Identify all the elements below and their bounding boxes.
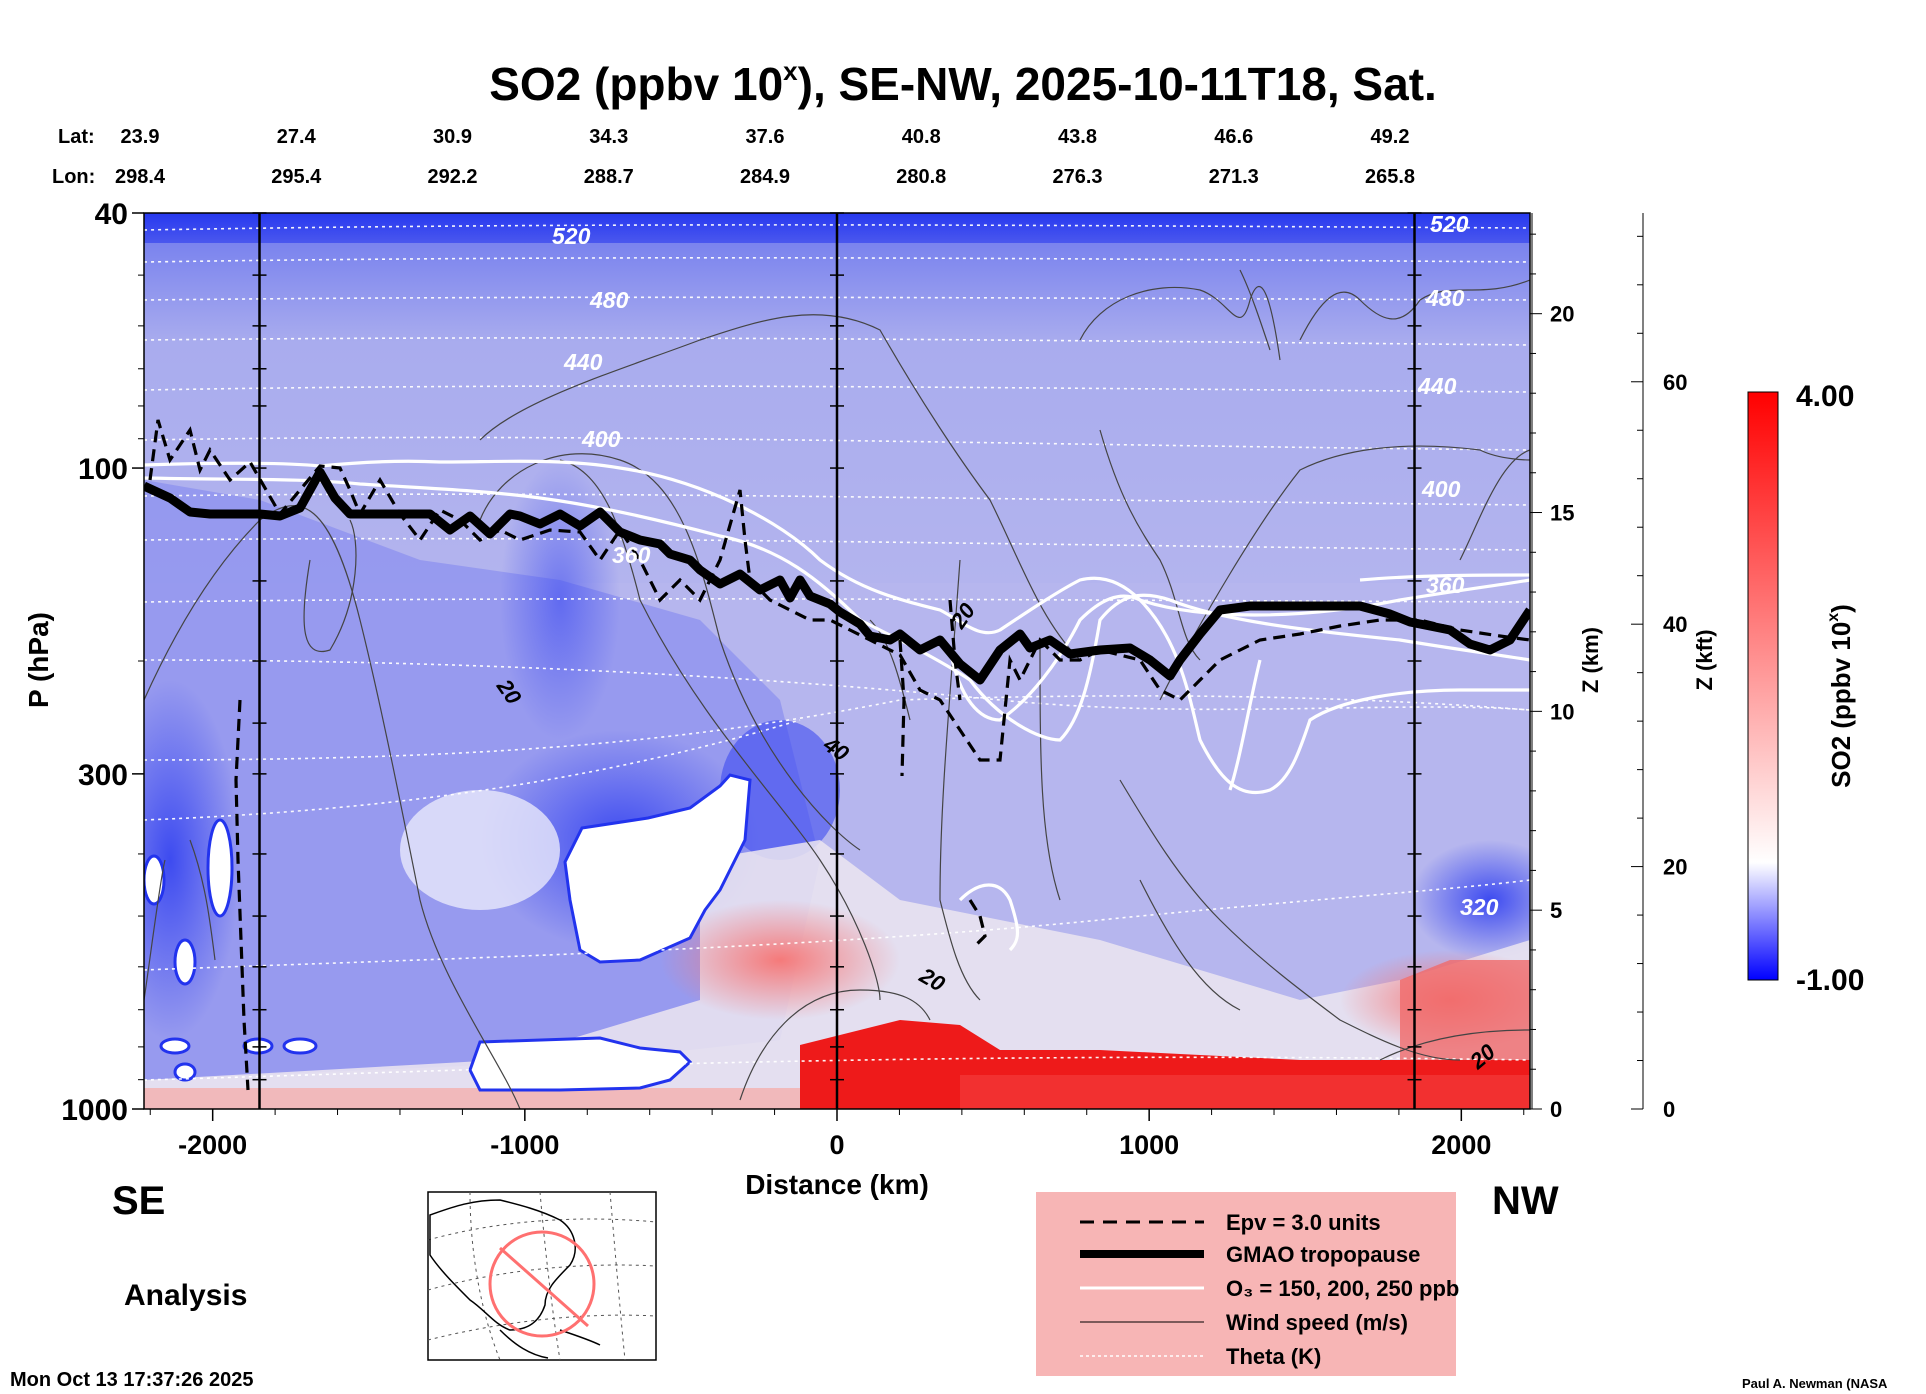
chart-title: SO2 (ppbv 10x), SE-NW, 2025-10-11T18, Sa… (489, 56, 1437, 110)
theta-label: 480 (589, 287, 629, 313)
theta-label: 400 (581, 426, 621, 452)
colorbar (1747, 391, 1779, 981)
lon-tick-label: 284.9 (740, 166, 790, 188)
z-km-axis: 0 5 10 15 20 (1530, 213, 1574, 1122)
lon-tick-label: 276.3 (1052, 166, 1102, 188)
tropopause-line (144, 467, 1530, 685)
se-label: SE (112, 1179, 165, 1223)
analysis-label: Analysis (124, 1279, 247, 1312)
legend-item-tropopause: GMAO tropopause (1226, 1242, 1420, 1267)
theta-label: 480 (1425, 285, 1465, 311)
theta-label: 520 (552, 223, 591, 249)
x-tick-label: -2000 (178, 1130, 247, 1160)
lat-tick-label: 23.9 (121, 126, 160, 148)
lon-tick-label: 280.8 (896, 166, 946, 188)
colorbar-max-label: 4.00 (1796, 380, 1854, 413)
z-kft-tick-label: 0 (1663, 1097, 1675, 1122)
lat-tick-label: 49.2 (1371, 126, 1410, 148)
credit: Paul A. Newman (NASA (1742, 1376, 1888, 1391)
plot-area: 520 480 440 400 360 320 520 480 440 400 … (144, 211, 1530, 1109)
theta-label: 440 (563, 349, 603, 375)
inset-map (427, 1191, 657, 1361)
theta-label: 320 (1460, 894, 1499, 920)
z-km-tick-label: 15 (1550, 501, 1574, 526)
x-axis-label: Distance (km) (745, 1169, 929, 1200)
lat-lon-ticks: 23.9 298.4 27.4 295.4 30.9 292.2 34.3 288.7 37.6… (115, 126, 1415, 188)
legend-item-o3: O₃ = 150, 200, 250 ppb (1226, 1276, 1459, 1301)
z-kft-label: Z (kft) (1692, 629, 1717, 690)
y-axis: 40 100 300 1000 (61, 198, 144, 1127)
z-km-label: Z (km) (1578, 627, 1603, 693)
lon-tick-label: 265.8 (1365, 166, 1415, 188)
lon-tick-label: 288.7 (584, 166, 634, 188)
lon-tick-label: 295.4 (271, 166, 322, 188)
legend: Epv = 3.0 units GMAO tropopause O₃ = 150… (1036, 1192, 1459, 1376)
vertical-markers (252, 212, 1422, 1109)
y-tick-label: 1000 (61, 1094, 128, 1127)
lat-tick-label: 30.9 (433, 126, 472, 148)
theta-label: 440 (1417, 373, 1457, 399)
z-kft-axis: 0 20 40 60 (1631, 213, 1687, 1122)
x-axis: -2000 -1000 0 1000 2000 (149, 1109, 1525, 1160)
legend-item-theta: Theta (K) (1226, 1344, 1321, 1369)
legend-item-wind: Wind speed (m/s) (1226, 1310, 1408, 1335)
colorbar-label: SO2 (ppbv 10x) (1825, 604, 1856, 788)
lat-tick-label: 34.3 (589, 126, 628, 148)
y-axis-label: P (hPa) (23, 612, 54, 708)
x-tick-label: 0 (829, 1130, 844, 1160)
x-tick-label: -1000 (490, 1130, 559, 1160)
nw-label: NW (1492, 1179, 1559, 1223)
lat-tick-label: 46.6 (1214, 126, 1253, 148)
lat-tick-label: 27.4 (277, 126, 317, 148)
theta-label: 360 (1426, 572, 1465, 598)
timestamp: Mon Oct 13 17:37:26 2025 (10, 1369, 253, 1391)
z-kft-tick-label: 60 (1663, 370, 1687, 395)
lon-tick-label: 292.2 (427, 166, 477, 188)
lat-tick-label: 40.8 (902, 126, 941, 148)
x-tick-label: 1000 (1119, 1130, 1179, 1160)
theta-label: 400 (1421, 476, 1461, 502)
theta-label: 360 (612, 542, 651, 568)
y-tick-label: 40 (95, 198, 128, 231)
lon-label: Lon: (52, 166, 95, 188)
lon-tick-label: 298.4 (115, 166, 166, 188)
legend-item-epv: Epv = 3.0 units (1226, 1210, 1381, 1235)
lon-tick-label: 271.3 (1209, 166, 1259, 188)
y-tick-label: 300 (78, 759, 128, 792)
lat-tick-label: 37.6 (746, 126, 785, 148)
z-km-tick-label: 20 (1550, 302, 1574, 327)
theta-label: 520 (1430, 211, 1469, 237)
z-kft-tick-label: 20 (1663, 855, 1687, 880)
z-km-tick-label: 10 (1550, 699, 1574, 724)
z-km-tick-label: 5 (1550, 898, 1562, 923)
lat-label: Lat: (58, 126, 95, 148)
x-tick-label: 2000 (1431, 1130, 1491, 1160)
z-kft-tick-label: 40 (1663, 612, 1687, 637)
colorbar-min-label: -1.00 (1796, 964, 1864, 997)
z-km-tick-label: 0 (1550, 1097, 1562, 1122)
lat-tick-label: 43.8 (1058, 126, 1097, 148)
y-tick-label: 100 (78, 453, 128, 486)
